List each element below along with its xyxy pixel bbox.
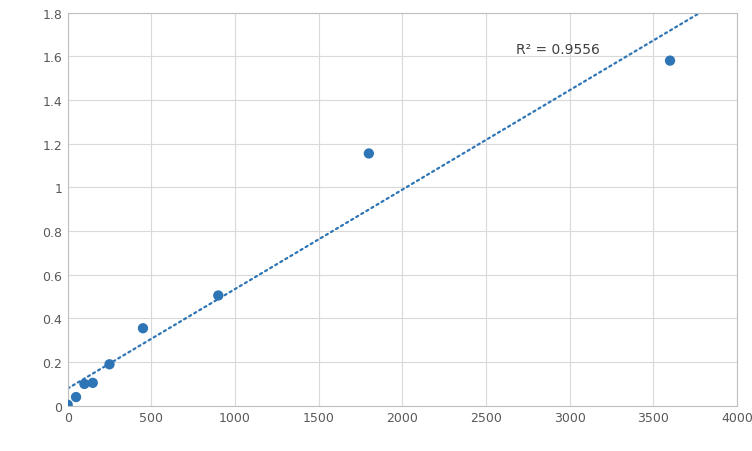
Point bbox=[104, 361, 116, 368]
Point bbox=[62, 401, 74, 409]
Point bbox=[86, 379, 99, 387]
Point bbox=[70, 394, 82, 401]
Point bbox=[137, 325, 149, 332]
Point bbox=[664, 58, 676, 65]
Point bbox=[363, 151, 375, 158]
Point bbox=[212, 292, 224, 299]
Point bbox=[78, 381, 90, 388]
Text: R² = 0.9556: R² = 0.9556 bbox=[516, 43, 600, 57]
